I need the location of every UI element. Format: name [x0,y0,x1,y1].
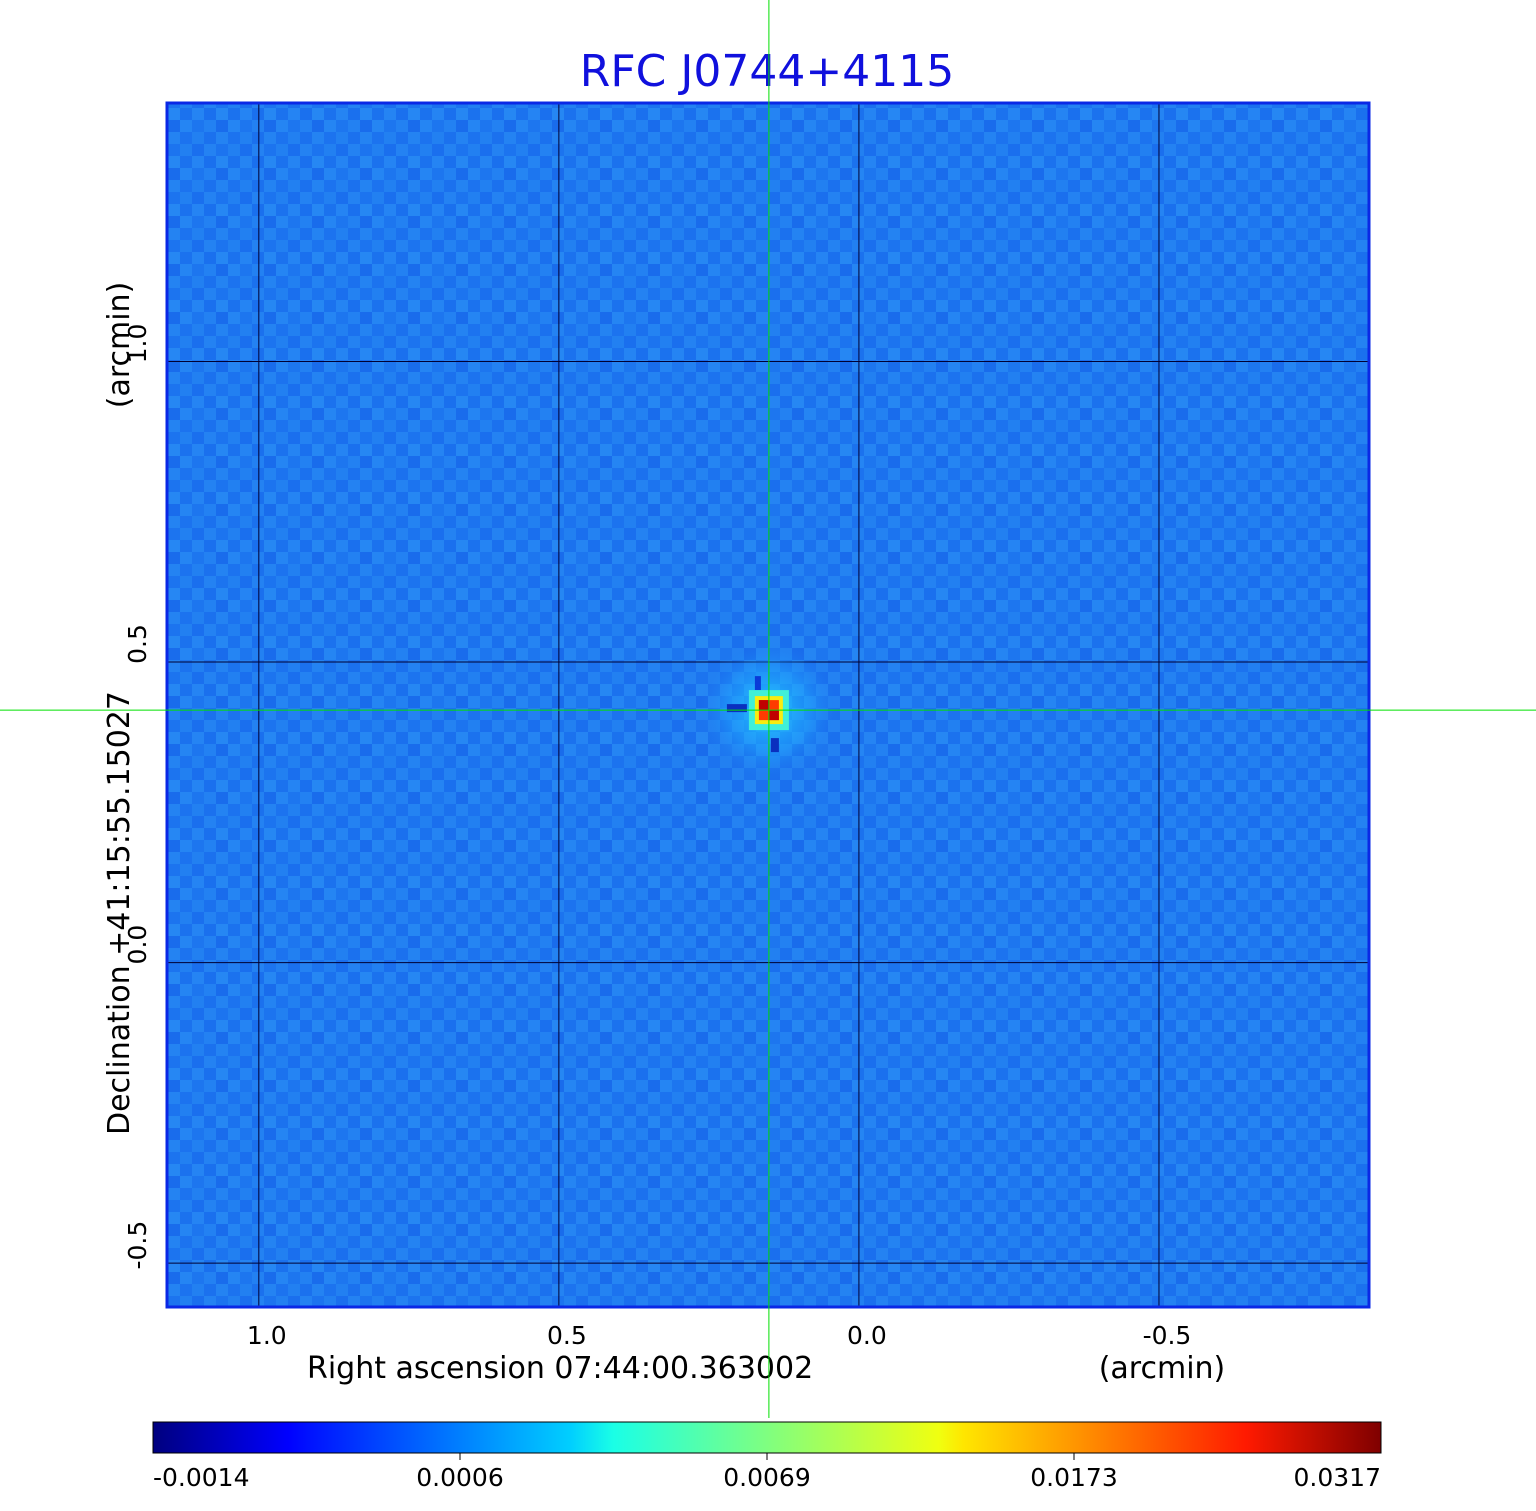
y-axis-unit: (arcmin) [102,282,137,409]
source-peak-core [758,700,769,711]
source-peak-core [768,710,779,721]
y-tick-label: -0.5 [123,1221,152,1270]
colorbar-tick-label: 0.0069 [723,1463,810,1492]
colorbar-tick-label: 0.0173 [1030,1463,1117,1492]
colorbar-tick-label: -0.0014 [153,1463,250,1492]
colorbar-tick-label: 0.0317 [1294,1463,1381,1492]
crosshair [0,0,1536,1418]
x-tick-label: 0.0 [847,1321,887,1350]
chart-title: RFC J0744+4115 [580,46,954,97]
x-tick-label: -0.5 [1143,1321,1192,1350]
y-tick-label: 0.0 [123,925,152,965]
source-lobe [754,676,761,691]
x-axis-label: Right ascension 07:44:00.363002 [307,1351,813,1386]
source-lobe [770,738,779,753]
y-tick-label: 0.5 [123,624,152,664]
x-axis-unit: (arcmin) [1099,1351,1226,1386]
y-axis-label: Declination +41:15:55.15027 [102,691,137,1135]
x-tick-label: 1.0 [247,1321,287,1350]
source-lobe [726,704,747,713]
colorbar: -0.0014 0.0006 0.0069 0.0173 0.0317 [152,1421,1382,1492]
plot-area [165,101,1371,1309]
plot-frame [165,101,1371,1309]
y-tick-label: 1.0 [123,324,152,364]
x-tick-label: 0.5 [547,1321,587,1350]
y-tick-labels: 1.0 0.5 0.0 -0.5 [123,324,152,1270]
colorbar-ticks: -0.0014 0.0006 0.0069 0.0173 0.0317 [153,1453,1381,1492]
x-tick-labels: 1.0 0.5 0.0 -0.5 [247,1321,1191,1350]
colorbar-tick-label: 0.0006 [416,1463,503,1492]
colorbar-gradient [152,1421,1382,1454]
